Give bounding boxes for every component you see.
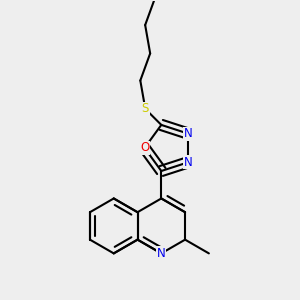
Text: S: S — [142, 102, 149, 116]
Text: N: N — [184, 127, 193, 140]
Text: N: N — [157, 247, 166, 260]
Text: N: N — [184, 156, 193, 169]
Text: O: O — [140, 142, 149, 154]
